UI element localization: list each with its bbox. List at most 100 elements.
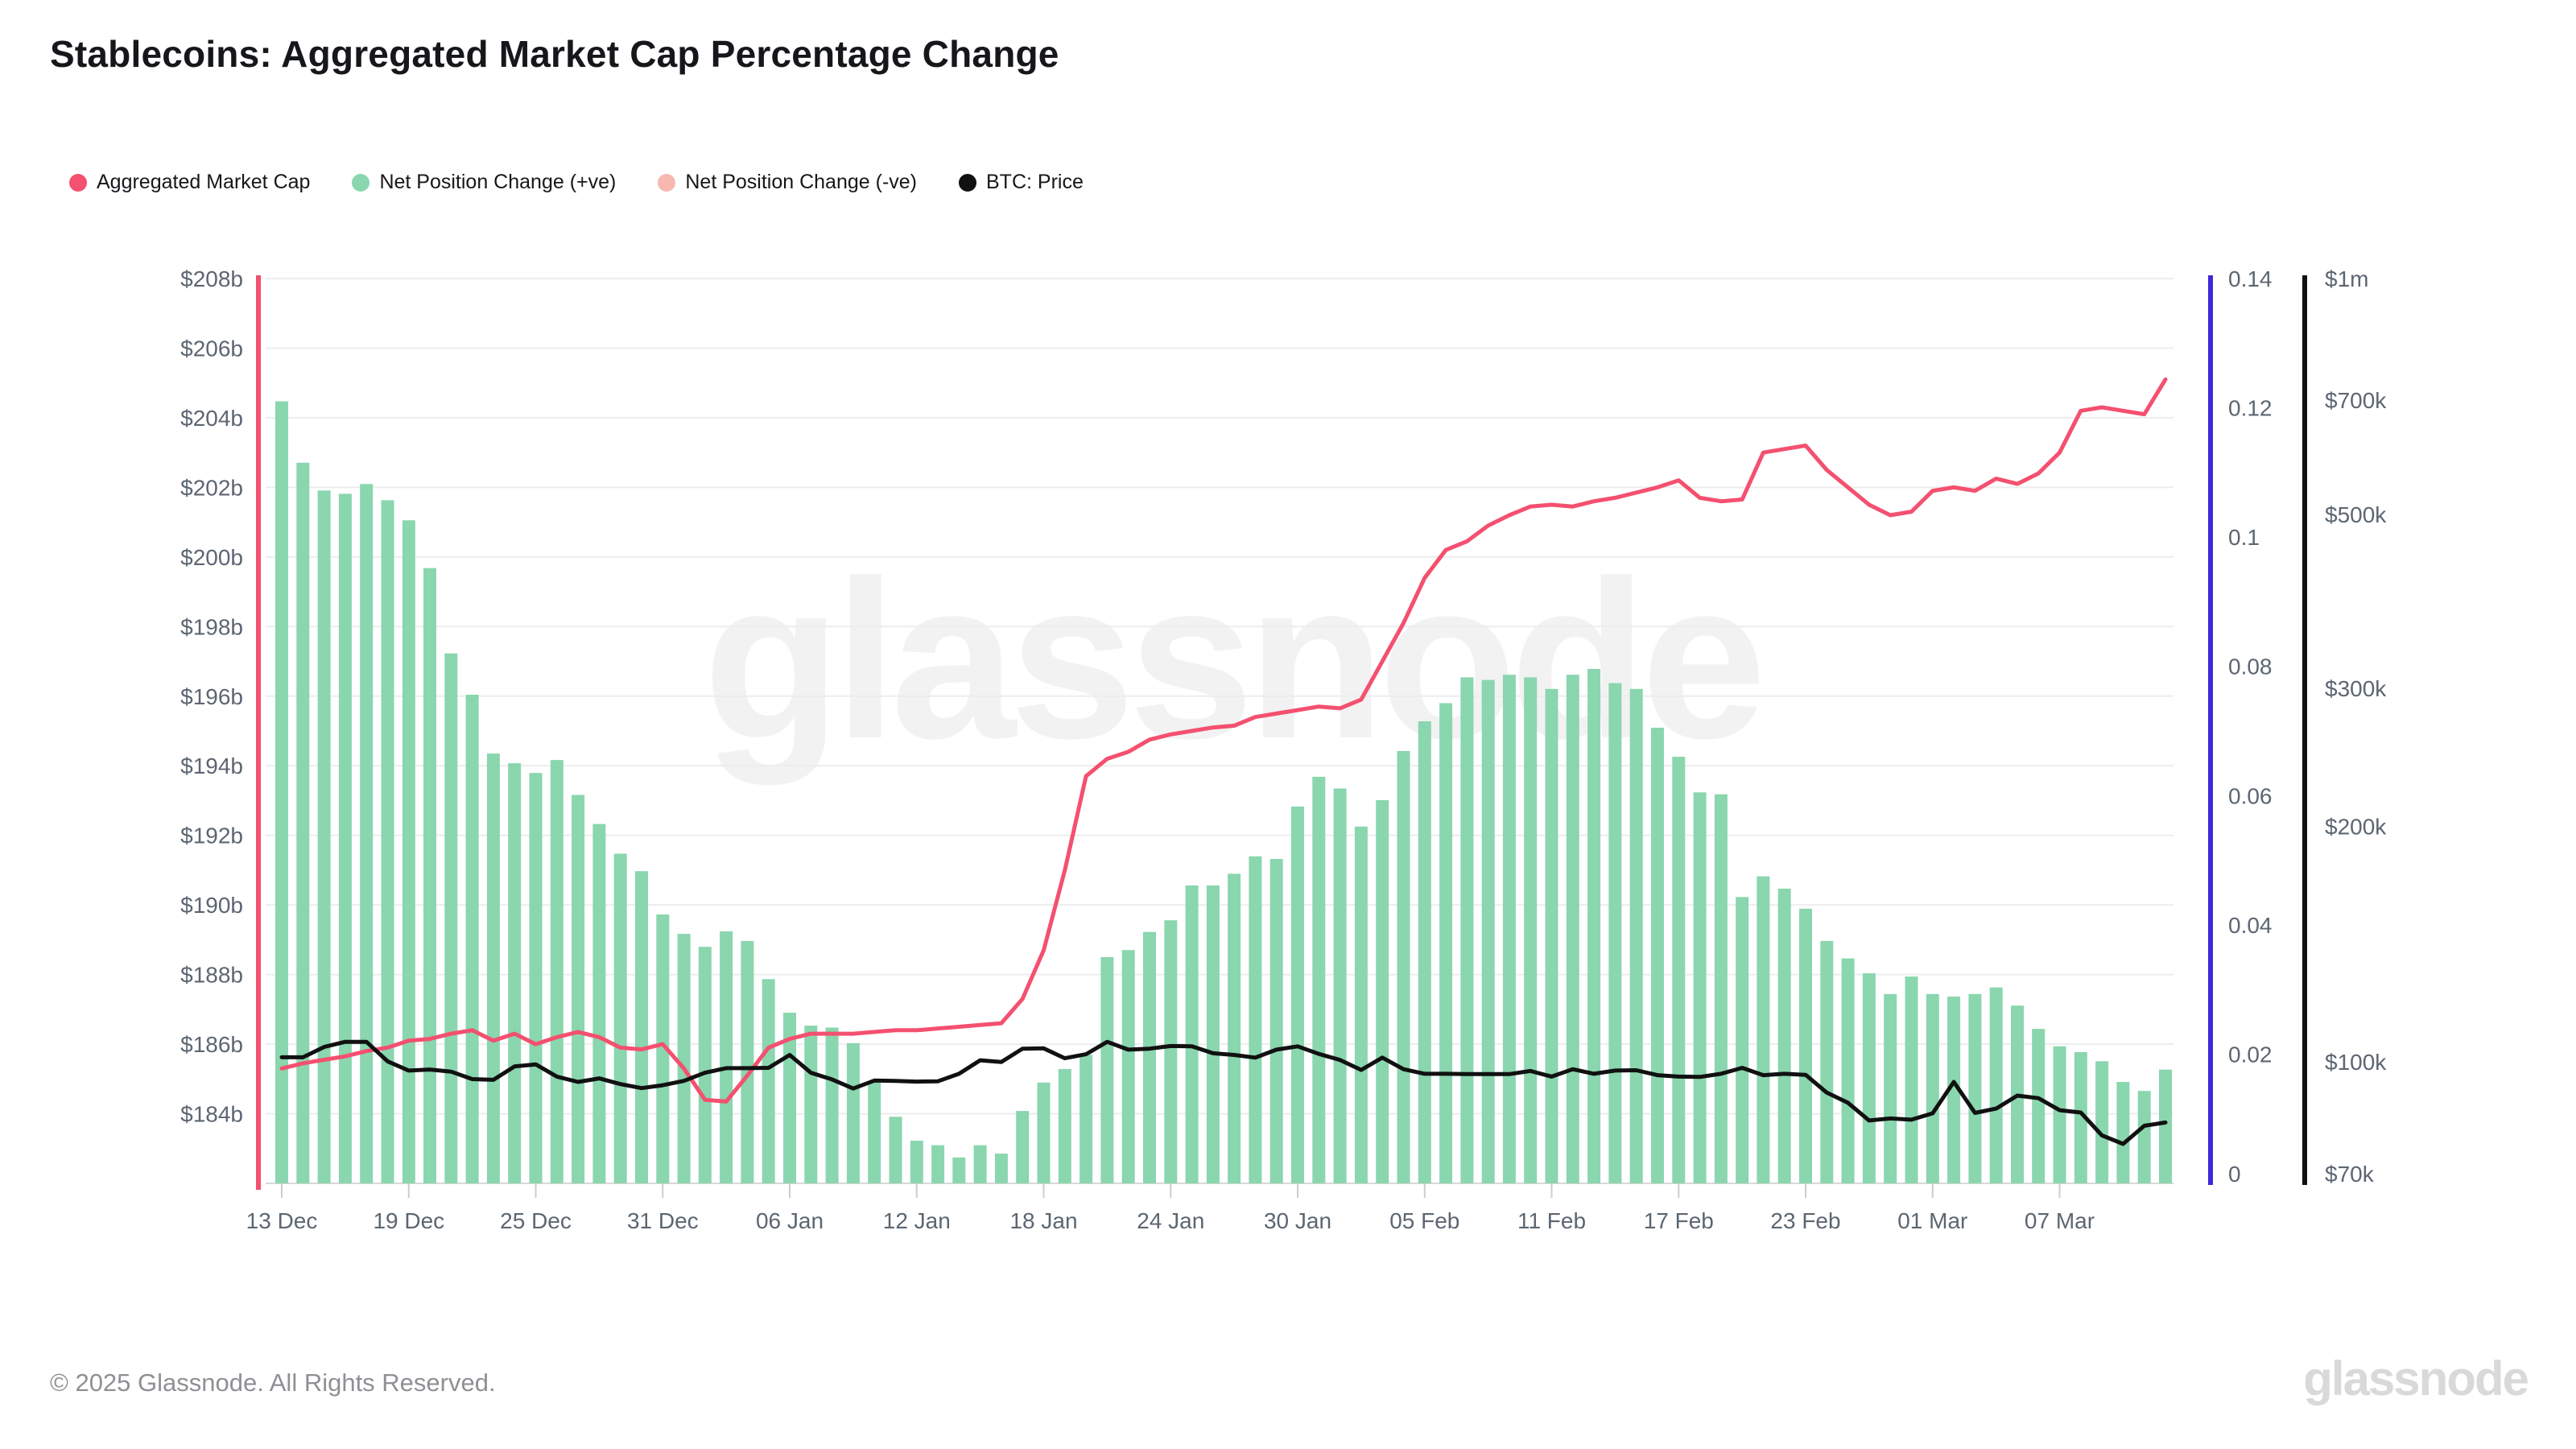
bar [889, 1117, 902, 1183]
bar [592, 824, 606, 1183]
legend-item-btc-price[interactable]: BTC: Price [959, 171, 1084, 194]
bar [1080, 1055, 1093, 1183]
y-axis-ratio-label: 0.06 [2228, 783, 2273, 808]
y-axis-left-label: $208b [180, 266, 243, 291]
x-axis-label: 13 Dec [246, 1208, 318, 1233]
bar [1397, 750, 1410, 1183]
y-axis-price-label: $100k [2325, 1050, 2387, 1075]
y-axis-price-label: $1m [2325, 266, 2368, 291]
bar [2032, 1029, 2046, 1183]
x-axis-label: 06 Jan [756, 1208, 824, 1233]
bar [2053, 1046, 2066, 1183]
y-axis-left-label: $194b [180, 753, 243, 778]
legend-label: BTC: Price [986, 171, 1084, 193]
bar [635, 871, 648, 1183]
bar [1629, 688, 1643, 1183]
bar [1143, 931, 1156, 1183]
bar [550, 760, 564, 1183]
bar [1905, 976, 1918, 1183]
bar [973, 1145, 987, 1183]
legend-item-aggregated-market-cap[interactable]: Aggregated Market Cap [69, 171, 310, 194]
legend-dot-icon [959, 173, 976, 192]
bar [275, 401, 288, 1183]
bar [1736, 897, 1749, 1183]
y-axis-left-label: $204b [180, 406, 243, 431]
bar [1354, 826, 1368, 1183]
bar [529, 773, 543, 1183]
y-axis-left-label: $186b [180, 1032, 243, 1057]
bar [1418, 721, 1431, 1183]
y-axis-left-label: $190b [180, 893, 243, 918]
bar [698, 947, 712, 1183]
x-axis-label: 25 Dec [500, 1208, 572, 1233]
legend-label: Aggregated Market Cap [97, 171, 311, 193]
x-axis-label: 11 Feb [1517, 1208, 1586, 1233]
bar [741, 940, 754, 1183]
y-axis-ratio-label: 0.12 [2228, 396, 2273, 421]
bar [1947, 997, 1961, 1183]
x-axis-label: 24 Jan [1137, 1208, 1204, 1233]
bar [1312, 777, 1326, 1183]
bar [656, 914, 670, 1183]
page-title: Stablecoins: Aggregated Market Cap Perce… [50, 33, 1059, 75]
bar [1968, 993, 1982, 1183]
y-axis-price-labels: $1m $700k $500k $300k $200k $100k $70k [2325, 266, 2387, 1187]
bar [1058, 1068, 1071, 1183]
bar [1439, 703, 1453, 1183]
y-axis-price-label: $500k [2325, 502, 2387, 527]
bar [486, 753, 500, 1183]
y-axis-left-label: $200b [180, 545, 243, 570]
bar [1841, 958, 1855, 1183]
bar [1714, 794, 1728, 1183]
bar [1206, 885, 1220, 1183]
legend-item-net-position-change-positive[interactable]: Net Position Change (+ve) [352, 171, 616, 194]
y-axis-left-label: $188b [180, 963, 243, 988]
bar [677, 934, 691, 1183]
btc-price-line[interactable] [279, 1039, 2168, 1146]
y-axis-left-label: $202b [180, 475, 243, 500]
bar [1269, 859, 1283, 1183]
x-axis-ticks [281, 1183, 2061, 1198]
bar [994, 1154, 1008, 1183]
y-axis-ratio-label: 0.1 [2228, 525, 2260, 550]
bar [1820, 940, 1834, 1183]
net-position-change-bars[interactable] [275, 401, 2172, 1184]
x-axis-label: 19 Dec [373, 1208, 444, 1233]
bar [1587, 668, 1601, 1183]
bar [1926, 993, 1939, 1183]
bar [1524, 677, 1538, 1183]
bar [804, 1026, 818, 1183]
bar [1376, 799, 1389, 1183]
legend-item-net-position-change-negative[interactable]: Net Position Change (-ve) [658, 171, 917, 194]
bar [1672, 757, 1686, 1183]
bar [762, 979, 775, 1183]
bar [1100, 957, 1114, 1183]
y-axis-left-label: $206b [180, 336, 243, 361]
bar [423, 568, 436, 1183]
bar [1566, 675, 1579, 1183]
bar [1989, 987, 2003, 1183]
x-axis-label: 31 Dec [627, 1208, 699, 1233]
bar [1249, 856, 1262, 1183]
bar [1862, 973, 1876, 1183]
bar [508, 763, 522, 1183]
bar [2095, 1061, 2109, 1183]
x-axis-label: 05 Feb [1389, 1208, 1459, 1233]
x-axis-label: 23 Feb [1770, 1208, 1840, 1233]
legend-label: Net Position Change (-ve) [685, 171, 917, 193]
bar [2074, 1052, 2087, 1183]
bar [931, 1145, 945, 1183]
bar [1545, 688, 1558, 1183]
bar [1164, 920, 1178, 1183]
bar [1799, 908, 1812, 1183]
y-axis-price-label: $300k [2325, 676, 2387, 701]
y-axis-ratio-label: 0.08 [2228, 654, 2273, 679]
y-axis-left-label: $184b [180, 1102, 243, 1127]
bar [465, 695, 479, 1183]
bar [402, 520, 415, 1183]
bar [2159, 1069, 2172, 1183]
footer-copyright: © 2025 Glassnode. All Rights Reserved. [50, 1368, 496, 1397]
bar [1460, 677, 1474, 1183]
aggregated-market-cap-line[interactable] [279, 377, 2168, 1104]
